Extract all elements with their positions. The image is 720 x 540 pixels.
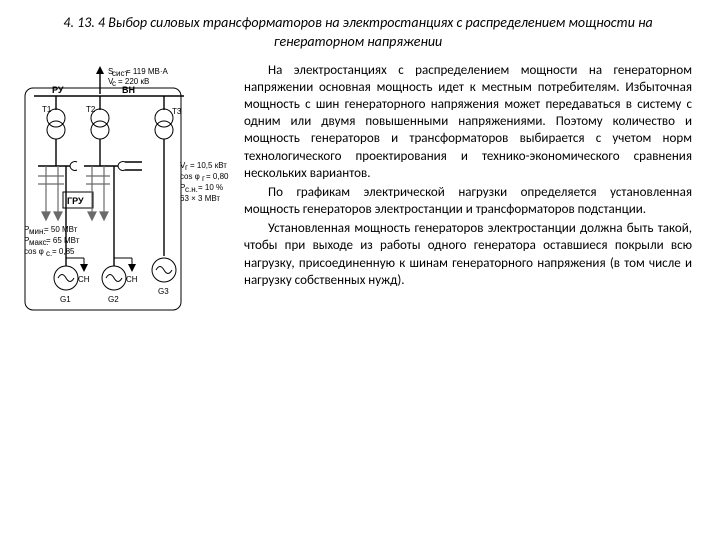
svg-text:с: с (112, 79, 116, 88)
svg-text:= 0,80: = 0,80 (206, 172, 229, 181)
paragraph-2: По графикам электрической нагрузки опред… (244, 184, 692, 218)
svg-text:cos φ: cos φ (180, 172, 200, 181)
svg-text:СН: СН (126, 275, 138, 284)
svg-text:= 119 МВ·А: = 119 МВ·А (126, 67, 169, 76)
svg-text:Т2: Т2 (86, 105, 96, 114)
label-vn: ВН (122, 85, 135, 95)
transformer-t3: Т3 (155, 107, 182, 139)
body-text: На электростанциях с распределением мощн… (244, 62, 692, 291)
transformer-t2: Т2 (86, 105, 109, 139)
svg-text:г: г (202, 174, 205, 183)
svg-text:G2: G2 (108, 295, 119, 304)
svg-text:Т1: Т1 (42, 105, 52, 114)
svg-text:= 0,85: = 0,85 (52, 247, 75, 256)
generator-g2: G2 (102, 266, 126, 304)
svg-text:G1: G1 (60, 295, 71, 304)
svg-text:Т3: Т3 (172, 107, 182, 116)
svg-text:= 10,5 кВт: = 10,5 кВт (190, 161, 227, 170)
schematic-diagram: S сист = 119 МВ·А V с = 220 кВ РУ ВН Т1 (24, 66, 230, 326)
label-ru: РУ (52, 85, 64, 95)
svg-text:с.н.: с.н. (185, 185, 198, 194)
svg-text:= 10 %: = 10 % (198, 183, 223, 192)
svg-text:63 × 3 МВт: 63 × 3 МВт (180, 194, 220, 203)
paragraph-3: Установленная мощность генераторов элект… (244, 220, 692, 289)
svg-text:cos φ: cos φ (24, 247, 44, 256)
content-row: S сист = 119 МВ·А V с = 220 кВ РУ ВН Т1 (24, 62, 692, 326)
paragraph-1: На электростанциях с распределением мощн… (244, 62, 692, 182)
svg-text:г: г (185, 163, 188, 172)
section-heading: 4. 13. 4 Выбор силовых трансформаторов н… (24, 14, 692, 52)
generator-g3: G3 (152, 258, 176, 296)
generator-g1: G1 (54, 266, 78, 304)
svg-text:= 50 МВт: = 50 МВт (44, 225, 78, 234)
svg-text:= 65 МВт: = 65 МВт (46, 236, 80, 245)
transformer-t1: Т1 (42, 105, 65, 139)
label-gru: ГРУ (67, 196, 84, 206)
svg-text:G3: G3 (158, 287, 169, 296)
svg-text:СН: СН (78, 275, 90, 284)
